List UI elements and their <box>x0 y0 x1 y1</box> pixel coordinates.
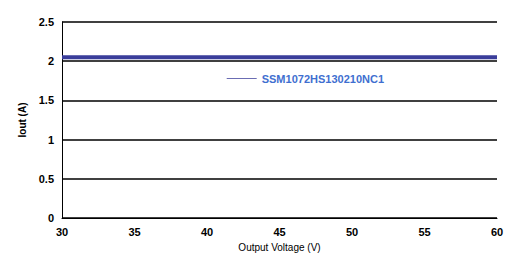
svg-text:2: 2 <box>48 55 54 67</box>
svg-text:40: 40 <box>201 226 213 238</box>
svg-text:1.5: 1.5 <box>39 94 54 106</box>
svg-text:35: 35 <box>128 226 140 238</box>
svg-text:2.5: 2.5 <box>39 16 54 28</box>
svg-text:50: 50 <box>346 226 358 238</box>
svg-text:SSM1072HS130210NC1: SSM1072HS130210NC1 <box>262 73 384 85</box>
svg-text:55: 55 <box>418 226 430 238</box>
svg-text:Iout (A): Iout (A) <box>17 103 28 138</box>
svg-text:45: 45 <box>273 226 285 238</box>
svg-text:1: 1 <box>48 134 54 146</box>
svg-text:0.5: 0.5 <box>39 173 54 185</box>
svg-text:Output Voltage (V): Output Voltage (V) <box>238 242 320 253</box>
svg-text:0: 0 <box>48 212 54 224</box>
svg-text:60: 60 <box>491 226 503 238</box>
svg-text:30: 30 <box>56 226 68 238</box>
